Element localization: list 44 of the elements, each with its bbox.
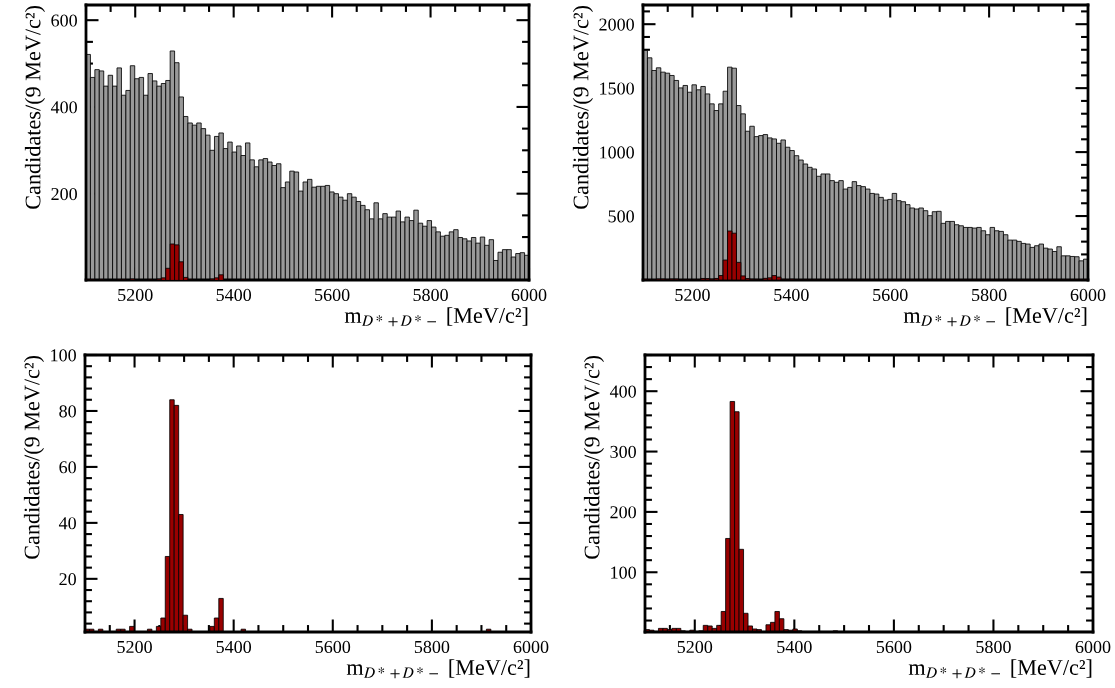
y-tick-label: 60 bbox=[59, 461, 76, 474]
x-tick-label: 5200 bbox=[117, 640, 152, 654]
x-tick-label: 6000 bbox=[1070, 288, 1106, 302]
x-tick-label: 5200 bbox=[118, 288, 153, 302]
x-tick-label: 5600 bbox=[315, 640, 351, 654]
y-tick-label: 200 bbox=[51, 187, 77, 201]
y-axis-title: Candidates/(9 MeV/c²) bbox=[583, 355, 605, 559]
x-tick-label: 5400 bbox=[216, 288, 252, 302]
y-tick-label: 100 bbox=[611, 566, 636, 579]
y-tick-label: 600 bbox=[51, 14, 77, 27]
x-tick-label: 5800 bbox=[413, 288, 448, 302]
y-tick-label: 100 bbox=[51, 349, 76, 362]
x-tick-label: 5600 bbox=[873, 288, 908, 302]
x-tick-label: 6000 bbox=[1075, 640, 1111, 654]
y-tick-label: 1000 bbox=[600, 146, 634, 159]
x-tick-label: 5800 bbox=[414, 640, 450, 654]
x-tick-label: 6000 bbox=[511, 288, 547, 302]
x-axis-title: m$_{D*+D*−}$ [MeV/c²] bbox=[344, 307, 528, 327]
y-tick-label: 40 bbox=[58, 517, 76, 530]
x-tick-label: 5400 bbox=[216, 640, 252, 654]
x-tick-label: 5800 bbox=[972, 288, 1007, 302]
x-axis-title: m$_{D*+D*−}$ [MeV/c²] bbox=[908, 659, 1092, 679]
y-tick-label: 400 bbox=[609, 385, 636, 398]
y-tick-label: 200 bbox=[610, 506, 636, 519]
y-axis-title: Candidates/(9 MeV/c²) bbox=[572, 5, 593, 209]
y-tick-label: 500 bbox=[608, 210, 634, 223]
y-axis-title: Candidates/(9 MeV/c²) bbox=[23, 355, 45, 559]
x-tick-label: 5600 bbox=[876, 640, 912, 654]
x-tick-label: 5600 bbox=[315, 288, 350, 302]
y-tick-label: 80 bbox=[59, 405, 76, 418]
y-tick-label: 300 bbox=[610, 445, 636, 458]
y-tick-label: 20 bbox=[59, 573, 76, 586]
x-axis-title: m$_{D*+D*−}$ [MeV/c²] bbox=[346, 659, 530, 679]
y-tick-label: 400 bbox=[50, 101, 77, 114]
x-tick-label: 5400 bbox=[777, 640, 812, 654]
x-tick-label: 6000 bbox=[513, 640, 549, 654]
x-tick-label: 5200 bbox=[677, 640, 713, 654]
x-tick-label: 5200 bbox=[675, 288, 710, 302]
x-tick-label: 5800 bbox=[976, 640, 1011, 654]
y-tick-label: 2000 bbox=[599, 18, 634, 31]
x-axis-title: m$_{D*+D*−}$ [MeV/c²] bbox=[903, 307, 1087, 327]
x-tick-label: 5400 bbox=[774, 288, 809, 302]
y-axis-title: Candidates/(9 MeV/c²) bbox=[24, 5, 46, 209]
y-tick-label: 1500 bbox=[600, 82, 634, 95]
